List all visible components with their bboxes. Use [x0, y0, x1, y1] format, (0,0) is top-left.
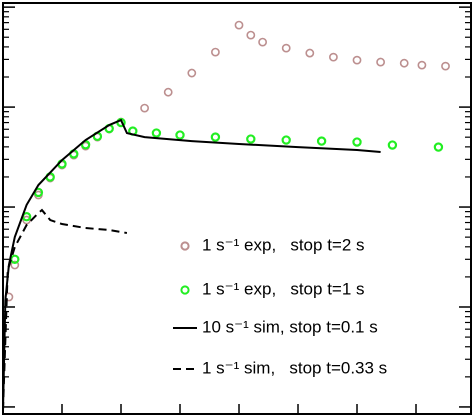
data-point [316, 136, 327, 146]
legend-label: 1 s⁻¹ exp, stop t=1 s [202, 279, 365, 298]
legend-marker [180, 241, 190, 251]
data-point [433, 142, 444, 152]
data-point [305, 48, 315, 58]
data-point [258, 37, 268, 47]
data-point [352, 55, 362, 65]
data-point [281, 43, 291, 53]
data-point [211, 47, 220, 57]
legend-label: 1 s⁻¹ sim, stop t=0.33 s [202, 358, 387, 377]
data-point [140, 103, 150, 113]
data-point [352, 137, 362, 147]
data-point [376, 57, 386, 67]
data-point [441, 61, 450, 71]
data-point [246, 30, 256, 40]
legend-marker [180, 285, 190, 295]
data-line [2, 208, 128, 411]
data-point [10, 254, 20, 265]
data-point [187, 68, 197, 78]
data-point [417, 60, 427, 70]
data-point [281, 135, 291, 145]
data-point [175, 130, 185, 140]
data-line [2, 118, 381, 411]
data-point [234, 20, 244, 30]
legend-label: 10 s⁻¹ sim, stop t=0.1 s [202, 317, 378, 336]
data-point [399, 58, 409, 68]
data-point [163, 87, 173, 97]
data-point [387, 140, 398, 150]
data-point [10, 260, 20, 270]
legend-label: 1 s⁻¹ exp, stop t=2 s [202, 235, 365, 254]
data-point [329, 52, 338, 62]
data-point [151, 128, 162, 138]
data-point [210, 132, 221, 142]
data-point [246, 134, 256, 144]
